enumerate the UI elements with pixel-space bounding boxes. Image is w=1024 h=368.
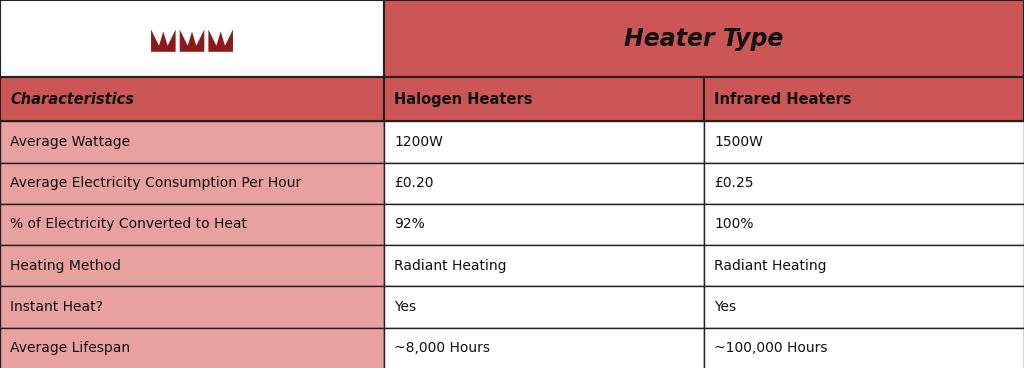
Bar — [705, 245, 1024, 286]
Bar — [0, 163, 384, 204]
Text: Yes: Yes — [394, 300, 417, 314]
Bar — [384, 328, 705, 368]
Text: Yes: Yes — [715, 300, 736, 314]
Text: 1500W: 1500W — [715, 135, 763, 149]
Text: Halogen Heaters: Halogen Heaters — [394, 92, 532, 107]
Bar — [0, 328, 384, 368]
Bar — [384, 245, 705, 286]
Bar — [0, 77, 384, 121]
Text: Heating Method: Heating Method — [10, 259, 121, 273]
Bar — [384, 163, 705, 204]
Bar — [0, 121, 384, 163]
Text: Infrared Heaters: Infrared Heaters — [715, 92, 852, 107]
Text: £0.20: £0.20 — [394, 176, 434, 190]
Text: Heater Type: Heater Type — [625, 26, 783, 51]
Text: Radiant Heating: Radiant Heating — [394, 259, 507, 273]
Bar — [705, 204, 1024, 245]
Text: Average Lifespan: Average Lifespan — [10, 341, 130, 355]
Text: 1200W: 1200W — [394, 135, 443, 149]
Bar — [705, 121, 1024, 163]
Bar — [384, 0, 1024, 77]
Polygon shape — [152, 29, 176, 52]
Bar — [384, 286, 705, 328]
Bar — [0, 204, 384, 245]
Bar — [0, 0, 384, 77]
Bar — [384, 77, 705, 121]
Text: Characteristics: Characteristics — [10, 92, 134, 107]
Text: 92%: 92% — [394, 217, 425, 231]
Text: % of Electricity Converted to Heat: % of Electricity Converted to Heat — [10, 217, 247, 231]
Polygon shape — [209, 29, 233, 52]
Text: Instant Heat?: Instant Heat? — [10, 300, 103, 314]
Text: ~100,000 Hours: ~100,000 Hours — [715, 341, 827, 355]
Bar — [0, 245, 384, 286]
Text: £0.25: £0.25 — [715, 176, 754, 190]
Bar — [384, 121, 705, 163]
Polygon shape — [180, 29, 205, 52]
Bar — [384, 204, 705, 245]
Text: Average Wattage: Average Wattage — [10, 135, 130, 149]
Text: Radiant Heating: Radiant Heating — [715, 259, 826, 273]
Text: Average Electricity Consumption Per Hour: Average Electricity Consumption Per Hour — [10, 176, 301, 190]
Bar — [705, 286, 1024, 328]
Bar — [0, 286, 384, 328]
Text: 100%: 100% — [715, 217, 754, 231]
Bar — [705, 77, 1024, 121]
Bar — [705, 163, 1024, 204]
Bar — [705, 328, 1024, 368]
Text: ~8,000 Hours: ~8,000 Hours — [394, 341, 490, 355]
